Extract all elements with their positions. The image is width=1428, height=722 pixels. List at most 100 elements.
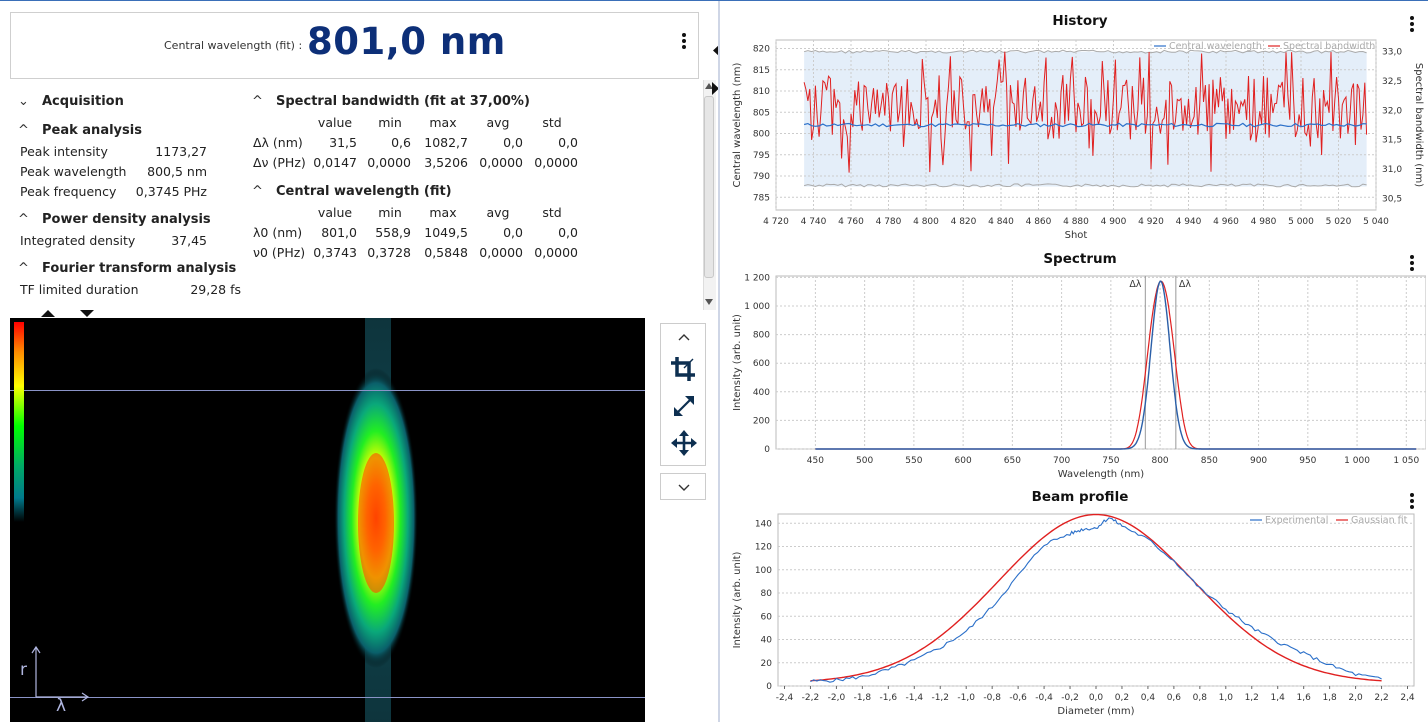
measured-spectrum-line <box>815 280 1417 450</box>
scrollbar-thumb[interactable] <box>704 96 714 278</box>
x-tick-label: 1,2 <box>1245 693 1259 703</box>
roi-line-bottom[interactable] <box>10 697 645 698</box>
beam-profile-chart[interactable]: 0 20 40 60 80 100 120 140 -2,4 -2,2 -2,0 -1,8 -1,6 -1… <box>726 506 1426 722</box>
y-tick-label: 790 <box>753 172 770 182</box>
tf-duration-value: 29,28 fs <box>190 282 241 297</box>
beam-profile-title: Beam profile <box>1031 489 1129 505</box>
power-density-section[interactable]: ^ Power density analysis <box>18 212 211 227</box>
central-wavelength-label: Central wavelength (fit) : <box>164 39 303 52</box>
table-cell: 3,5206 <box>424 155 468 170</box>
peak-frequency-label: Peak frequency <box>20 184 117 199</box>
y-tick-label: 785 <box>753 193 770 203</box>
x-tick-label: 4 780 <box>876 217 902 227</box>
integrated-density-label: Integrated density <box>20 233 136 248</box>
x-tick-label: -1,6 <box>880 693 898 703</box>
chevron-up-icon[interactable]: ^ <box>252 94 263 109</box>
col-header: avg <box>486 205 510 220</box>
move-icon[interactable] <box>671 430 697 456</box>
legend-label: Central wavelength <box>1169 41 1262 52</box>
camera-image[interactable] <box>10 318 645 722</box>
table-cell: 0,0000 <box>534 155 578 170</box>
x-tick-label: 4 800 <box>913 217 939 227</box>
chevron-up-icon[interactable] <box>677 332 691 342</box>
y-tick-label: 815 <box>753 66 770 76</box>
x-tick-label: 1 000 <box>1344 456 1370 466</box>
peak-analysis-section[interactable]: ^ Peak analysis <box>18 123 142 138</box>
x-tick-label: 0,8 <box>1193 693 1208 703</box>
acquisition-section[interactable]: ⌄ Acquisition <box>18 94 124 109</box>
x-tick-label: 2,4 <box>1400 693 1415 703</box>
spectral-beam-image <box>334 318 418 722</box>
x-tick-label: 2,2 <box>1374 693 1388 703</box>
chevron-up-icon[interactable]: ^ <box>18 123 29 138</box>
x-tick-label: -0,2 <box>1061 693 1079 703</box>
y2-tick-label: 31,5 <box>1382 136 1402 146</box>
cw-fit-section[interactable]: ^ Central wavelength (fit) <box>252 184 452 199</box>
experimental-line <box>810 517 1382 683</box>
peak-intensity-value: 1173,27 <box>155 144 207 159</box>
x-tick-label: 0,4 <box>1141 693 1156 703</box>
y-axis-label: Intensity (arb. unit) <box>732 551 743 648</box>
header-menu-icon[interactable] <box>682 33 686 51</box>
table-cell: 1049,5 <box>424 225 468 240</box>
plot-area <box>777 513 1415 687</box>
y-tick-label: 1 000 <box>744 302 770 312</box>
history-menu-icon[interactable] <box>1410 16 1414 34</box>
x-tick-label: -1,8 <box>854 693 872 703</box>
x-tick-label: 4 740 <box>801 217 827 227</box>
y-tick-label: 0 <box>764 445 770 455</box>
history-chart[interactable]: 785 790 795 800 805 810 815 820 30,5 31,0 31,5 32,0… <box>726 32 1426 247</box>
chevron-up-icon[interactable]: ^ <box>18 212 29 227</box>
table-cell: 0,0 <box>503 225 523 240</box>
col-header: max <box>429 115 457 130</box>
tf-duration-label: TF limited duration <box>20 282 139 297</box>
central-wavelength-value: 801,0 nm <box>307 20 506 63</box>
chevron-down-icon[interactable]: ⌄ <box>18 94 29 109</box>
table-cell: 0,6 <box>391 135 411 150</box>
central-wavelength-header <box>10 12 699 79</box>
section-title: Fourier transform analysis <box>42 261 237 276</box>
chevron-down-icon[interactable] <box>677 482 691 492</box>
peak-intensity-label: Peak intensity <box>20 144 108 159</box>
x-tick-label: 4 900 <box>1101 217 1127 227</box>
chevron-up-icon[interactable]: ^ <box>252 184 263 199</box>
results-panel: Central wavelength (fit) : 801,0 nm ⌄ Acq… <box>10 12 720 722</box>
bandwidth-section[interactable]: ^ Spectral bandwidth (fit at 37,00%) <box>252 94 530 109</box>
panel-divider[interactable] <box>718 0 720 722</box>
y-tick-label: 800 <box>753 130 770 140</box>
section-title: Spectral bandwidth (fit at 37,00%) <box>276 94 530 109</box>
x-tick-label: 1 050 <box>1393 456 1419 466</box>
roi-line-top[interactable] <box>10 390 645 391</box>
x-tick-label: -2,0 <box>828 693 846 703</box>
scroll-down-icon[interactable] <box>704 298 714 306</box>
x-tick-label: 750 <box>1102 456 1119 466</box>
peak-wavelength-label: Peak wavelength <box>20 164 127 179</box>
spectrum-chart[interactable]: 0 200 400 600 800 1 000 1 200 450 500 550 600 650 70… <box>726 268 1426 483</box>
beam-profile-menu-icon[interactable] <box>1410 493 1414 511</box>
spectrum-menu-icon[interactable] <box>1410 255 1414 273</box>
splitter-down-icon[interactable] <box>80 309 96 318</box>
table-cell: 0,0 <box>503 135 523 150</box>
history-title: History <box>1052 13 1108 29</box>
spectral-bandwidth-line <box>803 51 1368 173</box>
table-cell: 0,0000 <box>479 245 523 260</box>
fourier-section[interactable]: ^ Fourier transform analysis <box>18 261 236 276</box>
toolbox-expand-button[interactable] <box>660 473 706 500</box>
y-tick-label: 100 <box>755 566 772 576</box>
x-tick-label: 600 <box>955 456 972 466</box>
table-cell: 558,9 <box>375 225 411 240</box>
scroll-up-icon[interactable] <box>704 82 714 90</box>
bandwidth-marker-label: Δλ <box>1179 279 1191 290</box>
row-label: Δν (PHz) <box>253 155 306 170</box>
splitter-up-icon[interactable] <box>41 309 57 318</box>
expand-icon[interactable] <box>672 394 696 418</box>
x-tick-label: 4 760 <box>838 217 864 227</box>
x-tick-label: 850 <box>1201 456 1218 466</box>
central-wavelength-line <box>803 122 1367 128</box>
crop-icon[interactable] <box>670 356 696 382</box>
y-tick-label: 60 <box>761 612 773 622</box>
expand-right-icon[interactable] <box>711 82 720 96</box>
chevron-up-icon[interactable]: ^ <box>18 261 29 276</box>
y-tick-label: 80 <box>761 589 773 599</box>
x-tick-label: 4 720 <box>763 217 789 227</box>
